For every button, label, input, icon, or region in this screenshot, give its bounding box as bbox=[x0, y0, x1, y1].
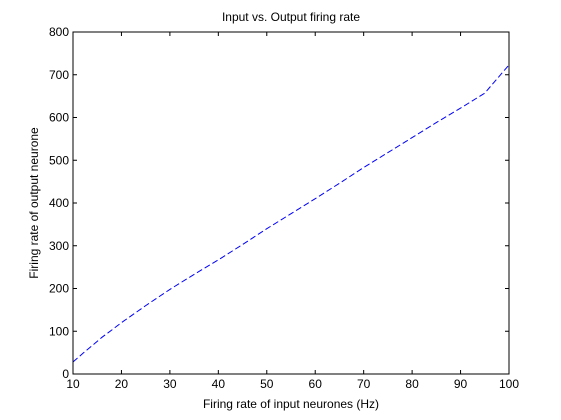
series-layer bbox=[72, 64, 510, 363]
plot-area bbox=[73, 32, 509, 374]
y-tick-label: 400 bbox=[49, 196, 69, 210]
x-tick-label: 10 bbox=[66, 377, 80, 391]
x-tick-label: 30 bbox=[163, 377, 177, 391]
x-tick-label: 70 bbox=[357, 377, 371, 391]
x-tick-label: 80 bbox=[405, 377, 419, 391]
x-tick-label: 20 bbox=[115, 377, 129, 391]
y-tick-label: 600 bbox=[49, 111, 69, 125]
x-tick-label: 50 bbox=[260, 377, 274, 391]
y-tick-label: 800 bbox=[49, 25, 69, 39]
series-line-0 bbox=[72, 64, 510, 363]
x-tick-label: 40 bbox=[212, 377, 226, 391]
chart-title: Input vs. Output firing rate bbox=[222, 10, 360, 24]
x-tick-label: 90 bbox=[454, 377, 468, 391]
y-tick-label: 100 bbox=[49, 324, 69, 338]
y-axis-title: Firing rate of output neurone bbox=[27, 127, 41, 279]
x-tick-label: 100 bbox=[499, 377, 519, 391]
y-tick-label: 500 bbox=[49, 153, 69, 167]
y-tick-label: 0 bbox=[62, 367, 69, 381]
x-tick-label: 60 bbox=[309, 377, 323, 391]
y-tick-label: 200 bbox=[49, 282, 69, 296]
y-tick-label: 300 bbox=[49, 239, 69, 253]
x-axis-title: Firing rate of input neurones (Hz) bbox=[203, 397, 379, 411]
y-tick-label: 700 bbox=[49, 68, 69, 82]
plot-frame bbox=[72, 31, 510, 375]
axis-layer: 10 20 30 40 50 60 70 80 90 100 0 100 200 300 400 500 600… bbox=[49, 25, 519, 391]
